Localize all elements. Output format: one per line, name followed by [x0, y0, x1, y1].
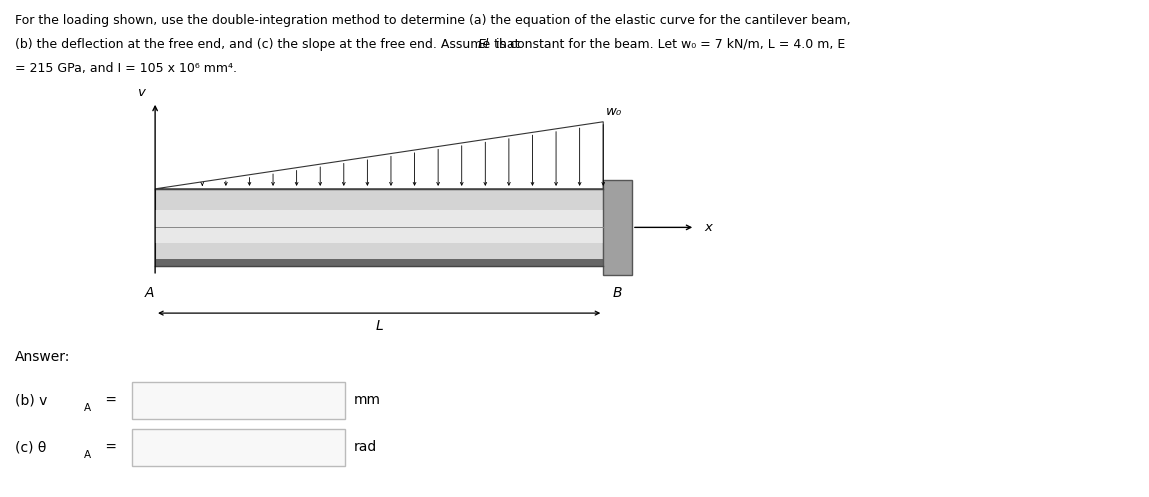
Text: For the loading shown, use the double-integration method to determine (a) the eq: For the loading shown, use the double-in… — [15, 14, 850, 27]
Text: (b) the deflection at the free end, and (c) the slope at the free end. Assume th: (b) the deflection at the free end, and … — [15, 38, 524, 51]
Text: v: v — [138, 86, 145, 99]
Bar — [132, 382, 345, 419]
Bar — [155, 210, 603, 243]
Text: mm: mm — [354, 393, 380, 407]
Text: (b) v: (b) v — [15, 393, 47, 407]
Text: A: A — [84, 403, 91, 413]
Text: =: = — [101, 440, 117, 454]
Text: is constant for the beam. Let w₀ = 7 kN/m, L = 4.0 m, E: is constant for the beam. Let w₀ = 7 kN/… — [493, 38, 846, 51]
Text: A: A — [145, 286, 154, 300]
Text: rad: rad — [354, 440, 377, 454]
Text: Answer:: Answer: — [15, 350, 70, 364]
Text: =: = — [101, 393, 117, 407]
Bar — [155, 259, 603, 266]
Text: = 215 GPa, and I = 105 x 10⁶ mm⁴.: = 215 GPa, and I = 105 x 10⁶ mm⁴. — [15, 62, 237, 75]
Text: x: x — [704, 221, 712, 234]
Text: w₀: w₀ — [606, 105, 622, 118]
Text: L: L — [376, 319, 383, 333]
Bar — [155, 189, 603, 266]
Text: El: El — [478, 38, 488, 51]
Text: B: B — [612, 286, 623, 300]
Bar — [603, 180, 632, 275]
Text: A: A — [84, 450, 91, 460]
Text: (c) θ: (c) θ — [15, 440, 46, 454]
Bar — [132, 429, 345, 466]
